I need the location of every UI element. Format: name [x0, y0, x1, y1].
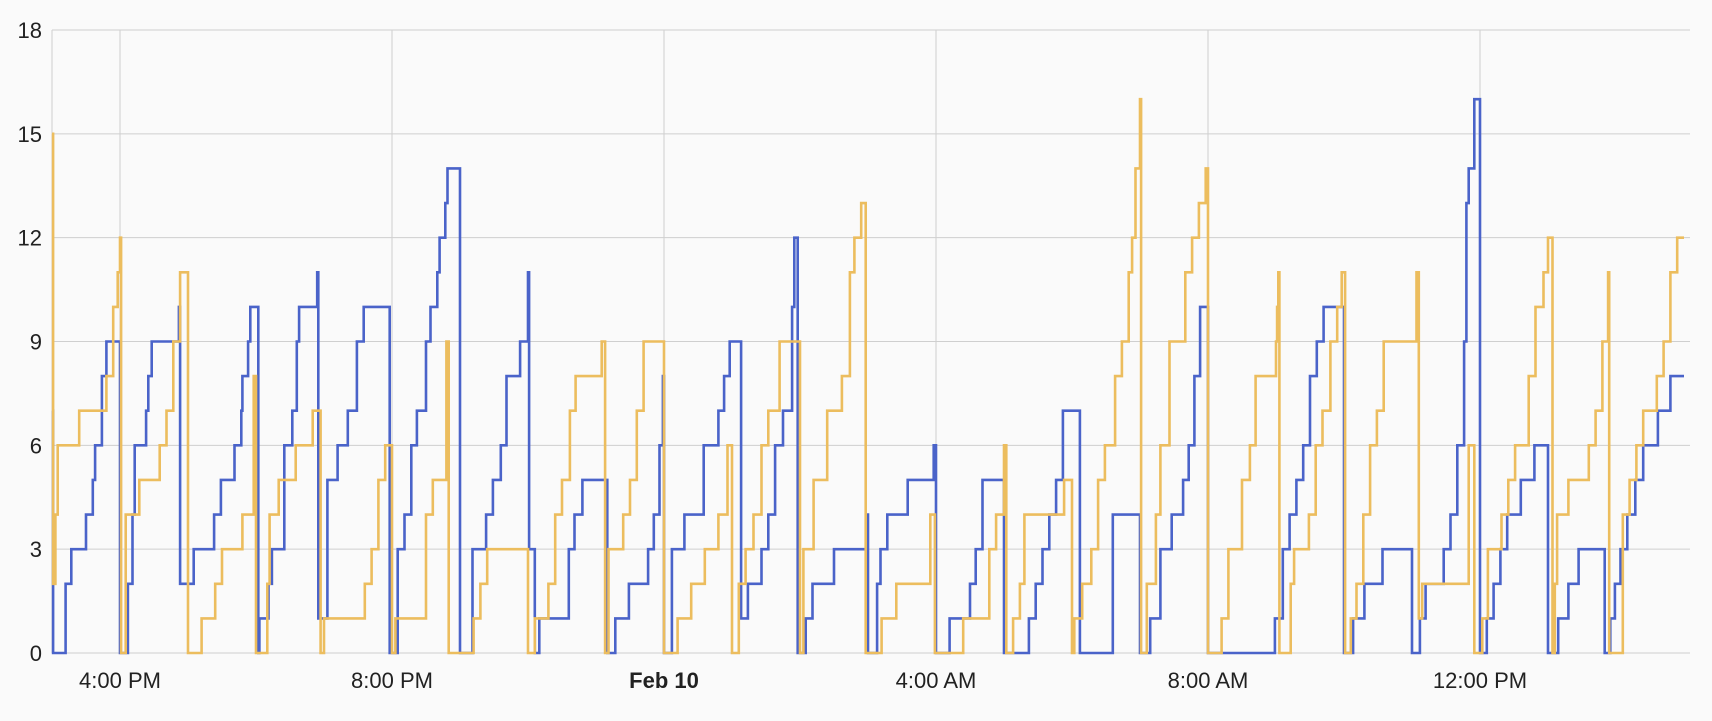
- y-tick-label: 15: [18, 122, 42, 147]
- series-layer: [51, 97, 1684, 655]
- y-tick-label: 9: [30, 330, 42, 355]
- x-tick-label: Feb 10: [629, 668, 699, 693]
- x-tick-label: 12:00 PM: [1433, 668, 1527, 693]
- x-tick-label: 4:00 AM: [896, 668, 977, 693]
- series-line-2: [51, 97, 1684, 655]
- x-tick-label: 4:00 PM: [79, 668, 161, 693]
- x-axis-ticks: 4:00 PM 8:00 PM Feb 10 4:00 AM 8:00 AM 12:00 …: [79, 668, 1527, 693]
- y-axis-ticks: 0 3 6 9 12 15 18: [18, 18, 42, 666]
- y-tick-label: 6: [30, 433, 42, 458]
- y-tick-label: 3: [30, 537, 42, 562]
- x-tick-label: 8:00 AM: [1168, 668, 1249, 693]
- y-tick-label: 0: [30, 641, 42, 666]
- y-tick-label: 12: [18, 226, 42, 251]
- y-tick-label: 18: [18, 18, 42, 43]
- series-line-1: [51, 97, 1684, 655]
- x-tick-label: 8:00 PM: [351, 668, 433, 693]
